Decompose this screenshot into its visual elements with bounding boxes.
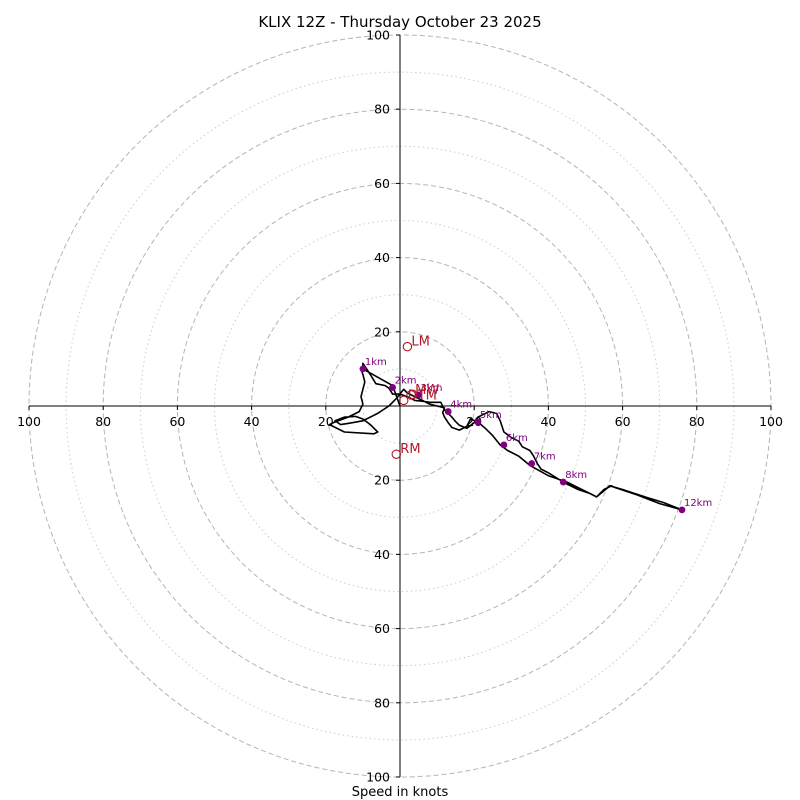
storm-motion-marker [398, 395, 409, 406]
height-marker-dot [415, 391, 422, 399]
height-marker-label: 2km [395, 375, 417, 386]
height-marker-dot [444, 408, 452, 415]
hodograph-trace [328, 362, 683, 511]
x-tick-label: 80 [689, 414, 705, 429]
wind-trace [328, 362, 683, 511]
height-marker-dot [474, 418, 482, 426]
x-axis-label: Speed in knots [352, 785, 449, 800]
height-marker-dot [359, 365, 367, 373]
y-tick-label: 80 [374, 695, 390, 710]
y-tick-label: 40 [374, 547, 390, 562]
y-tick-label: 20 [374, 324, 390, 339]
y-tick-label: 100 [366, 770, 390, 785]
height-markers: 1km 2km 3km 4km 5km 6km 7km 8km 12km [359, 357, 712, 514]
y-tick-label: 20 [374, 473, 390, 488]
height-marker-label: 5km [480, 410, 502, 421]
y-tick-label: 40 [374, 250, 390, 265]
storm-motion-label: DTM [408, 388, 437, 403]
x-tick-label: 40 [540, 414, 556, 429]
x-tick-label: 40 [244, 414, 260, 429]
storm-motion-marker [402, 341, 413, 352]
height-marker-label: 3km [421, 383, 443, 394]
height-marker-dot [389, 384, 396, 391]
height-marker-label: 8km [565, 470, 587, 481]
storm-motion-marker [406, 390, 416, 400]
chart-title: KLIX 12Z - Thursday October 23 2025 [258, 13, 541, 31]
x-tick-label: 60 [615, 414, 631, 429]
height-marker-label: 6km [506, 433, 528, 444]
y-tick-label: 100 [366, 28, 390, 43]
height-marker-dot [678, 506, 686, 514]
x-tick-label: 20 [318, 414, 334, 429]
height-marker-label: 7km [534, 452, 556, 463]
height-marker-label: 4km [450, 400, 472, 411]
height-marker-label: 1km [365, 357, 387, 368]
storm-motion-label: RM [400, 442, 420, 457]
storm-motion-marker [391, 449, 402, 459]
x-tick-label: 100 [17, 414, 41, 429]
y-tick-label: 60 [374, 176, 390, 191]
axes: 100 80 60 40 20 20 40 60 80 100100806040202040608… [17, 28, 783, 785]
x-tick-label: 80 [95, 414, 111, 429]
x-tick-label: 100 [759, 414, 783, 429]
storm-motion-label: LM [411, 335, 429, 350]
height-marker-label: 12km [684, 498, 712, 509]
y-tick-label: 80 [374, 102, 390, 117]
y-tick-label: 60 [374, 621, 390, 636]
storm-motion-label: MW [415, 383, 439, 398]
height-marker-dot [500, 441, 508, 449]
height-marker-dot [528, 460, 536, 467]
height-marker-dot [559, 478, 567, 486]
x-tick-label: 60 [169, 414, 185, 429]
